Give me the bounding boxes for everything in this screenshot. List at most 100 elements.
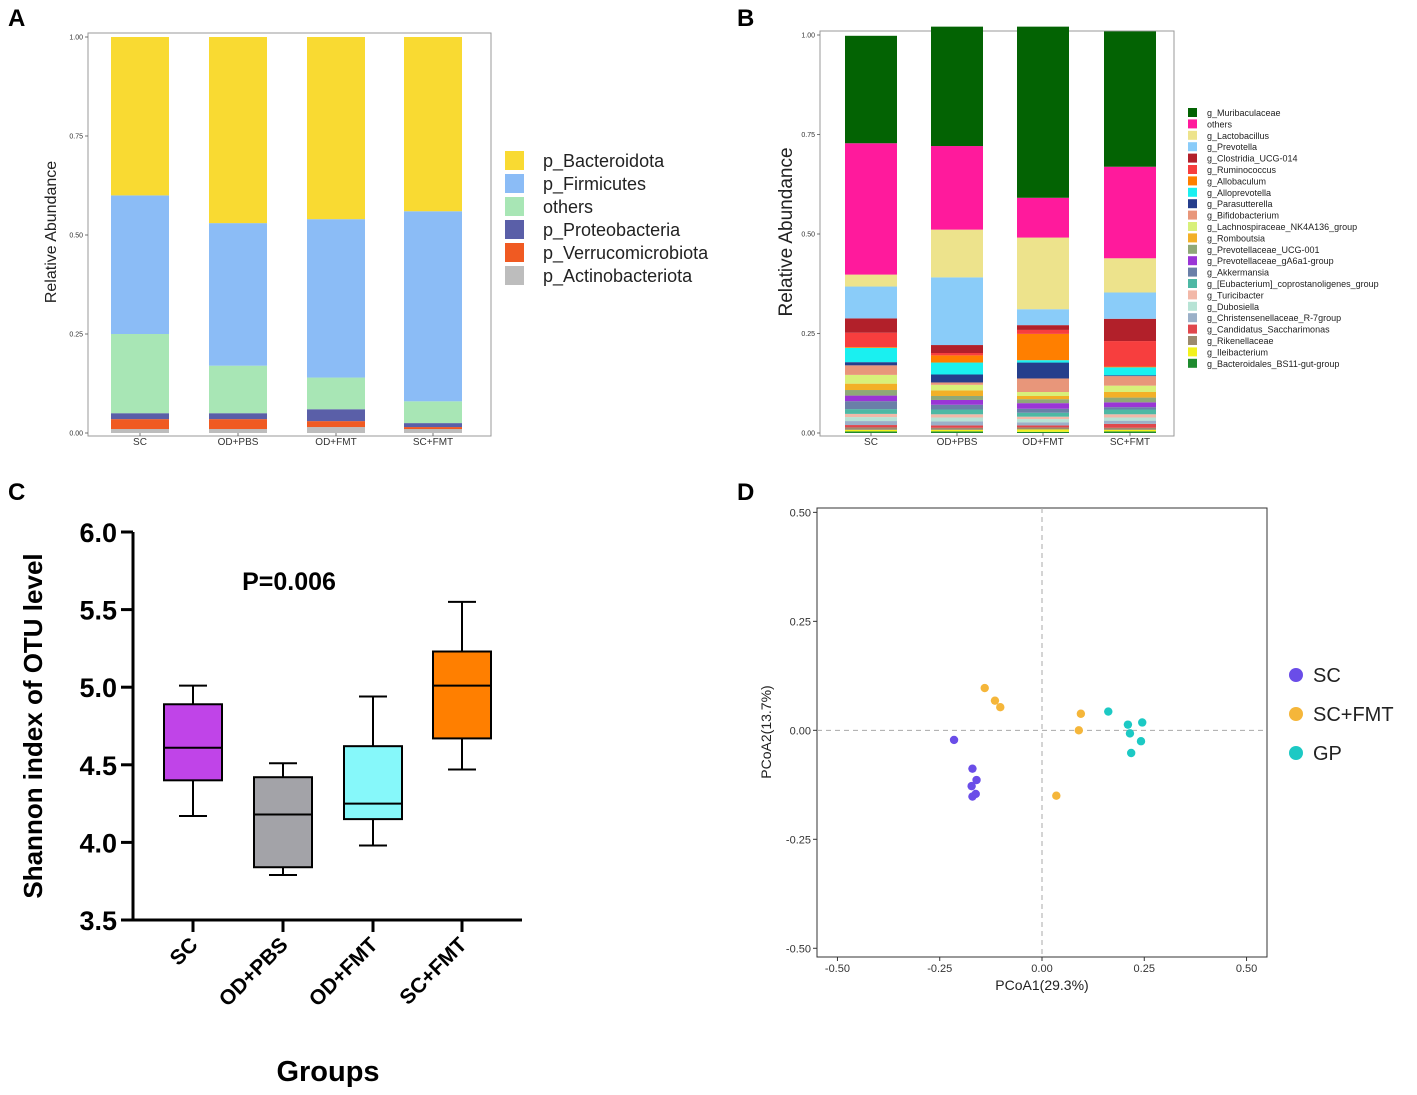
y-tick-label: 0.75 [801,132,815,139]
legend-label-b: g_Prevotellaceae_UCG-001 [1207,245,1320,255]
bar-segment-1-0-22 [845,35,897,144]
bar-segment-1-0-10 [845,390,897,396]
scatter-point-2-0 [1104,707,1113,716]
bar-segment-1-3-12 [1104,385,1156,393]
panel-d-y-axis-title: PCoA2(13.7%) [758,685,774,778]
panel-label-c: C [8,479,25,506]
bar-segment-0-2-0 [307,427,365,433]
legend-swatch-b [1188,130,1197,140]
x-tick-label: -0.50 [825,963,850,975]
legend-swatch-b [1188,108,1197,117]
bar-segment-1-3-11 [1104,392,1156,398]
legend-swatch-a [505,197,524,216]
bar-segment-1-0-1 [845,429,897,432]
legend-swatch-b [1188,279,1197,288]
bar-segment-1-3-20 [1104,258,1156,293]
bar-segment-0-3-5 [404,37,462,212]
bar-segment-1-1-21 [931,146,983,230]
bar-segment-1-1-14 [931,374,983,383]
panel-b-chart: SC OD+PBS OD+FMT SC+FMT 0.00 0.25 0.50 0.75 1.00… [776,26,1379,448]
bar-segment-1-1-3 [931,425,983,428]
bar-segment-1-3-10 [1104,397,1156,403]
scatter-point-1-4 [1074,726,1084,735]
bar-segment-1-1-5 [931,417,983,422]
bar-segment-0-0-4 [111,195,169,334]
legend-label-b: g_Candidatus_Saccharimonas [1207,325,1330,335]
bar-segment-1-1-18 [931,345,983,354]
bar-segment-0-1-1 [209,419,267,430]
bar-segment-1-2-21 [1017,197,1069,238]
bar-segment-1-3-18 [1104,318,1156,342]
legend-swatch-b [1188,119,1197,129]
bar-segment-1-3-6 [1104,414,1156,418]
legend-label-d: SC+FMT [1313,704,1394,726]
bar-segment-1-3-21 [1104,166,1156,259]
bar-segment-0-3-3 [404,401,462,424]
box-1 [253,776,313,869]
x-tick-label: 0.25 [1134,963,1155,975]
y-tick-label: 0.50 [801,232,815,239]
legend-marker-d [1289,668,1303,682]
bar-segment-1-3-13 [1104,376,1156,386]
x-tick-label: OD+PBS [937,437,978,448]
bar-segment-1-1-10 [931,395,983,400]
x-tick-label: SC+FMT [395,933,471,1009]
bar-segment-1-2-7 [1017,412,1069,417]
bar-segment-1-0-8 [845,401,897,410]
bar-segment-1-3-14 [1104,375,1156,377]
bar-segment-1-1-19 [931,277,983,346]
bar-segment-1-3-17 [1104,341,1156,367]
legend-label-b: g_Lachnospiraceae_NK4A136_group [1207,222,1357,232]
y-tick-label: -0.25 [786,834,811,846]
bar-segment-0-2-1 [307,421,365,428]
legend-swatch-a [505,174,524,193]
scatter-point-2-3 [1125,729,1135,738]
legend-label-b: g_Lactobacillus [1207,131,1270,141]
x-tick-label: SC+FMT [413,437,453,448]
legend-label-b: g_Prevotella [1207,142,1257,152]
bar-segment-0-2-2 [307,409,365,422]
bar-segment-1-2-6 [1017,416,1069,420]
x-tick-label: OD+FMT [305,933,383,1011]
bar-segment-1-2-14 [1017,362,1069,379]
bar-segment-0-3-2 [404,423,462,428]
legend-label-b: g_Alloprevotella [1207,188,1271,198]
scatter-point-2-2 [1138,718,1147,727]
bar-segment-1-1-8 [931,404,983,410]
panel-label-a: A [8,5,25,32]
legend-swatch-b [1188,142,1197,152]
bar-segment-0-0-0 [111,429,169,433]
bar-segment-0-1-5 [209,37,267,224]
legend-label-b: g_Ruminococcus [1207,165,1277,175]
legend-swatch-a [505,243,524,262]
legend-label-a: p_Actinobacteriota [543,266,693,287]
legend-label-b: g_Christensenellaceae_R-7group [1207,313,1341,323]
panel-label-d: D [737,479,754,506]
x-tick-label: 0.50 [1236,963,1257,975]
y-tick-label: 5.5 [79,596,117,626]
bar-segment-0-0-1 [111,419,169,430]
scatter-point-2-4 [1136,737,1146,746]
bar-segment-1-2-2 [1017,427,1069,430]
bar-segment-1-3-1 [1104,429,1156,432]
legend-label-b: g_Akkermansia [1207,268,1269,278]
bar-segment-1-2-4 [1017,422,1069,426]
bar-segment-1-0-3 [845,425,897,428]
box-3 [432,650,492,740]
bar-segment-1-1-1 [931,429,983,432]
y-tick-label: 4.5 [79,751,117,781]
bar-segment-1-0-12 [845,374,897,384]
scatter-point-1-3 [1076,709,1086,718]
panel-c-annotation: P=0.006 [242,568,336,596]
bar-segment-0-1-2 [209,413,267,420]
bar-segment-1-0-16 [845,347,897,348]
x-tick-label: OD+FMT [1022,437,1063,448]
legend-swatch-b [1188,165,1197,174]
scatter-point-2-5 [1126,748,1136,758]
y-tick-label: 3.5 [79,906,117,936]
box-2 [343,745,403,821]
legend-swatch-b [1188,313,1197,323]
bar-segment-0-1-3 [209,365,267,414]
legend-swatch-b [1188,187,1197,197]
bar-segment-1-1-9 [931,399,983,405]
